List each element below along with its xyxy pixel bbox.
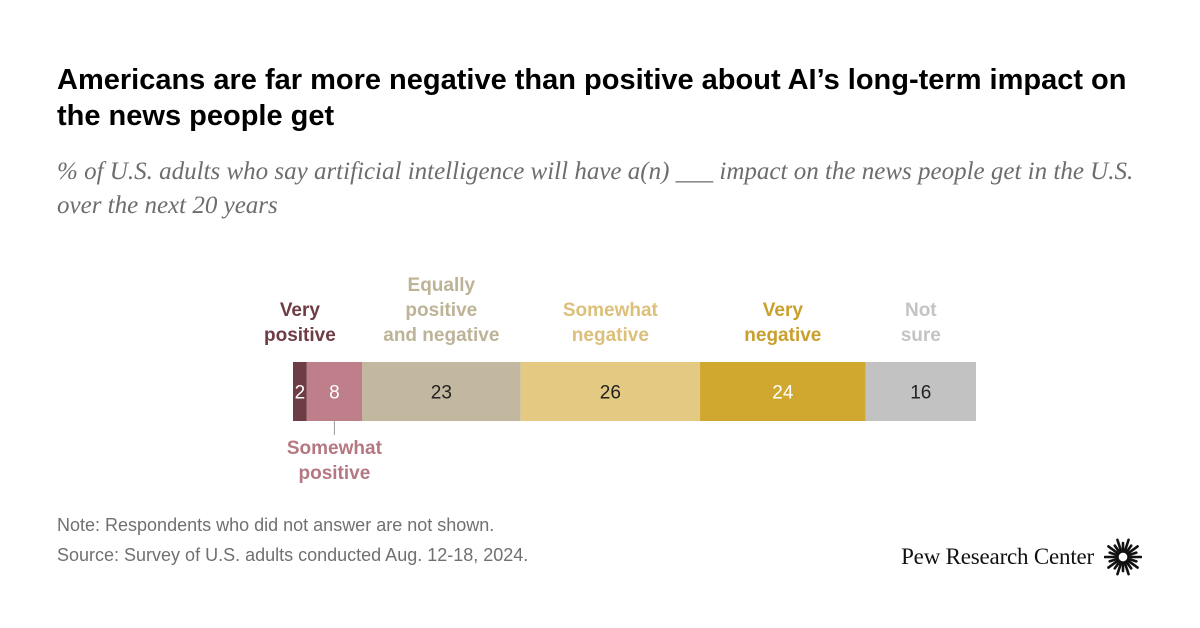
footer-note: Note: Respondents who did not answer are… (57, 515, 495, 535)
category-label-very-negative: Very negative (744, 300, 821, 346)
value-label-very-negative: 24 (772, 383, 794, 404)
bar-not-sure (865, 362, 976, 421)
bar-equally-positive-and-negative (361, 362, 521, 421)
bar-very-negative (700, 362, 866, 421)
bar-somewhat-positive (306, 362, 362, 421)
chart-title: Americans are far more negative than pos… (57, 64, 1127, 132)
bar-somewhat-negative (520, 362, 701, 421)
value-label-very-positive: 2 (295, 383, 306, 404)
category-label-very-positive: Very positive (264, 300, 336, 346)
category-label-somewhat-positive: Somewhat positive (287, 438, 383, 484)
bar-very-positive (293, 362, 307, 421)
value-label-somewhat-negative: 26 (600, 383, 621, 404)
category-label-not-sure: Not sure (901, 300, 941, 346)
value-label-not-sure: 16 (910, 383, 931, 404)
footer-source: Source: Survey of U.S. adults conducted … (57, 545, 529, 565)
pew-sunburst-icon (1104, 538, 1142, 576)
category-label-equally-positive-and-negative: Equally positive and negative (383, 275, 499, 346)
chart-subtitle: % of U.S. adults who say artificial inte… (57, 158, 1134, 219)
value-label-somewhat-positive: 8 (329, 383, 340, 404)
category-label-somewhat-negative: Somewhat negative (563, 300, 659, 346)
value-label-equally-positive-and-negative: 23 (431, 383, 452, 404)
pew-logo[interactable]: Pew Research Center (901, 538, 1142, 576)
logo-text: Pew Research Center (901, 544, 1094, 569)
